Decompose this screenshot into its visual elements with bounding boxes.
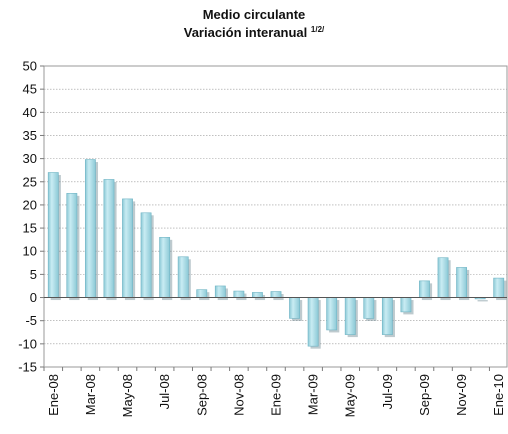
- bar: [214, 285, 226, 298]
- plot-frame: [43, 65, 508, 368]
- x-tick-label: Ene-09: [269, 374, 284, 416]
- y-tick-label: -10: [18, 336, 37, 351]
- y-tick-label: 0: [30, 290, 37, 305]
- bar: [177, 256, 189, 298]
- x-tick-label: May-09: [343, 374, 358, 417]
- y-tick-label: -15: [18, 360, 37, 375]
- y-tick-label: 40: [23, 105, 37, 120]
- chart-subtitle-note: 1/2/: [310, 25, 325, 34]
- bar: [400, 297, 412, 313]
- bar: [307, 297, 319, 347]
- y-tick-label: 15: [23, 221, 37, 236]
- bar: [437, 257, 449, 298]
- bar: [103, 179, 115, 298]
- y-tick-label: -5: [25, 313, 37, 328]
- bar: [196, 289, 208, 298]
- x-tick-label: Sep-08: [194, 374, 209, 416]
- x-tick-label: May-08: [120, 374, 135, 417]
- bar: [270, 291, 282, 298]
- bar: [363, 297, 375, 319]
- bar: [419, 280, 430, 298]
- bar: [66, 193, 78, 298]
- x-tick-label: Nov-09: [454, 374, 469, 416]
- x-tick-label: Jul-08: [157, 374, 172, 409]
- x-tick-label: Ene-08: [46, 374, 61, 416]
- bar-layer: [47, 159, 505, 347]
- bar: [233, 290, 245, 298]
- chart-subtitle: Variación interanual 1/2/: [0, 25, 508, 40]
- x-tick-label: Nov-08: [231, 374, 246, 416]
- y-tick-label: 5: [30, 267, 37, 282]
- y-tick-label: 45: [23, 82, 37, 97]
- y-tick-label: 20: [23, 197, 37, 212]
- bar: [140, 212, 152, 298]
- y-tick-label: 35: [23, 128, 37, 143]
- chart-subtitle-text: Variación interanual: [183, 25, 308, 40]
- bar: [289, 297, 300, 319]
- bar: [326, 297, 338, 331]
- y-tick-label: 25: [23, 174, 37, 189]
- x-tick-label: Mar-09: [306, 374, 321, 415]
- bar: [159, 237, 171, 298]
- x-tick-label: Mar-08: [83, 374, 98, 415]
- bar: [493, 277, 505, 298]
- y-tick-label: 30: [23, 151, 37, 166]
- x-tick-label: Sep-09: [417, 374, 432, 416]
- y-tick-label: 50: [23, 59, 37, 74]
- bar: [84, 159, 96, 298]
- bar: [381, 297, 393, 335]
- bar: [47, 172, 59, 298]
- x-tick-label: Ene-10: [491, 374, 506, 416]
- bar-shadow: [477, 300, 488, 302]
- bar: [252, 292, 263, 298]
- bar: [344, 297, 356, 335]
- x-tick-label: Jul-09: [380, 374, 395, 409]
- y-tick-label: 10: [23, 244, 37, 259]
- bar: [456, 267, 468, 298]
- bar: [122, 198, 133, 298]
- axis-layer: -15 -10 -5 0 5 10 15 20 25 30 35 40 45 50 Ene-08 Mar-08…: [18, 59, 507, 417]
- chart-title: Medio circulante: [202, 7, 306, 22]
